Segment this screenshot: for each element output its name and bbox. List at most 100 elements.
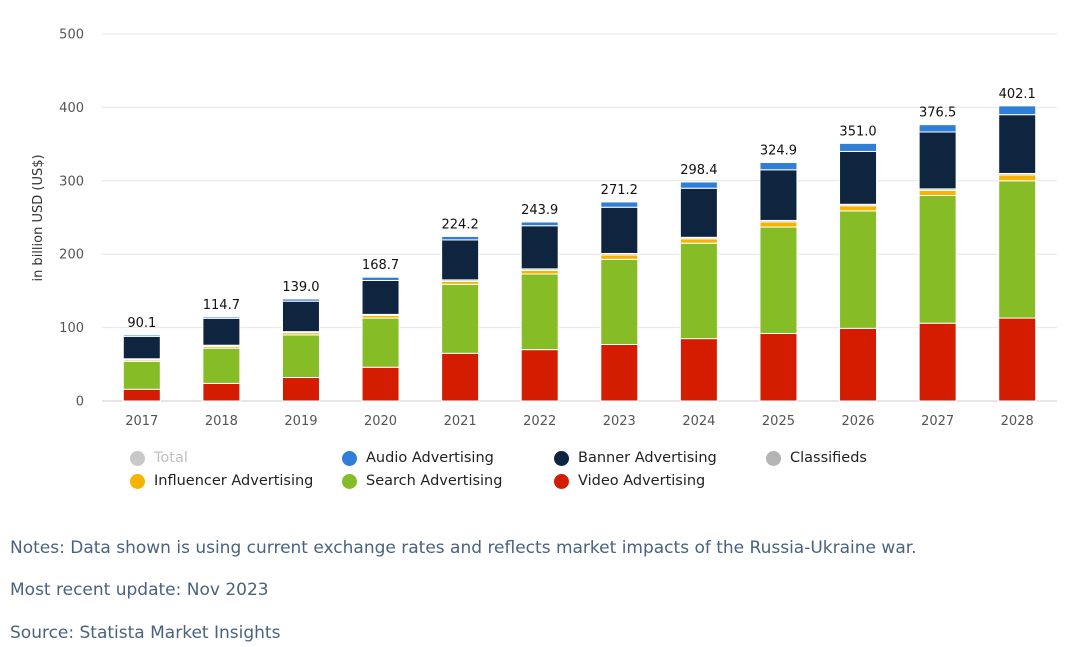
bar-segment-banner-advertising[interactable]	[600, 206, 639, 254]
bar-segment-banner-advertising[interactable]	[281, 300, 320, 333]
bar-segment-search-advertising[interactable]	[918, 194, 957, 324]
bar-segment-search-advertising[interactable]	[600, 258, 639, 345]
total-data-label: 243.9	[521, 203, 558, 218]
bar-segment-video-advertising[interactable]	[361, 366, 400, 402]
bar-segment-video-advertising[interactable]	[281, 377, 320, 402]
bar-segment-banner-advertising[interactable]	[918, 131, 957, 190]
bar-segment-video-advertising[interactable]	[998, 317, 1037, 402]
bar-segment-audio-advertising[interactable]	[122, 334, 161, 337]
bar-segment-banner-advertising[interactable]	[361, 279, 400, 315]
bar-segment-search-advertising[interactable]	[759, 226, 798, 334]
bar-segment-audio-advertising[interactable]	[520, 221, 559, 227]
legend-item-classifieds[interactable]: Classifieds	[766, 450, 867, 466]
x-tick-label: 2026	[841, 414, 874, 429]
x-tick-label: 2021	[444, 414, 477, 429]
y-tick-label: 0	[76, 395, 84, 410]
bar-segment-influencer-advertising[interactable]	[520, 269, 559, 275]
bar-segment-audio-advertising[interactable]	[600, 201, 639, 208]
legend-item-search-advertising[interactable]: Search Advertising	[342, 473, 502, 489]
bar-segment-search-advertising[interactable]	[520, 273, 559, 351]
legend-label: Video Advertising	[578, 473, 706, 489]
total-data-label: 376.5	[919, 106, 956, 121]
legend-item-influencer-advertising[interactable]: Influencer Advertising	[130, 473, 313, 489]
bar-segment-search-advertising[interactable]	[122, 360, 161, 390]
bar-segment-influencer-advertising[interactable]	[679, 238, 718, 244]
y-axis-ticks: 0 100 200 300 400 500	[59, 28, 84, 410]
total-data-label: 224.2	[442, 217, 479, 232]
total-data-label: 402.1	[999, 87, 1036, 102]
legend-item-audio-advertising[interactable]: Audio Advertising	[342, 450, 494, 466]
bar-segment-search-advertising[interactable]	[839, 210, 878, 329]
legend-label: Audio Advertising	[366, 450, 494, 466]
update-text: Most recent update: Nov 2023	[10, 580, 269, 600]
total-labels: 90.1 114.7 139.0 168.7 224.2 243.9 271.2 298.4 3…	[127, 87, 1036, 331]
x-tick-label: 2017	[125, 414, 158, 429]
bar-segment-audio-advertising[interactable]	[679, 181, 718, 189]
legend-label: Classifieds	[790, 450, 867, 466]
bar-segment-video-advertising[interactable]	[679, 338, 718, 402]
chart-legend: Total Audio Advertising Banner Advertising…	[130, 450, 930, 500]
total-data-label: 168.7	[362, 258, 399, 273]
bar-segment-influencer-advertising[interactable]	[918, 189, 957, 196]
legend-marker-icon	[554, 473, 569, 489]
x-tick-label: 2019	[284, 414, 317, 429]
bar-segment-influencer-advertising[interactable]	[759, 221, 798, 228]
bar-segment-search-advertising[interactable]	[679, 242, 718, 340]
bar-segment-video-advertising[interactable]	[759, 332, 798, 402]
bar-segment-video-advertising[interactable]	[839, 327, 878, 402]
legend-label: Search Advertising	[366, 473, 503, 489]
bar-segment-audio-advertising[interactable]	[441, 235, 480, 241]
bar-segment-search-advertising[interactable]	[361, 317, 400, 368]
bar-segment-audio-advertising[interactable]	[202, 316, 241, 319]
bar-segment-video-advertising[interactable]	[918, 322, 957, 402]
total-data-label: 298.4	[680, 163, 717, 178]
bar-segment-banner-advertising[interactable]	[441, 239, 480, 281]
bar-segment-video-advertising[interactable]	[600, 343, 639, 402]
x-tick-label: 2022	[523, 414, 556, 429]
bar-segment-search-advertising[interactable]	[281, 334, 320, 379]
bar-segment-video-advertising[interactable]	[441, 352, 480, 402]
legend-item-total[interactable]: Total	[130, 450, 188, 466]
x-tick-label: 2023	[603, 414, 636, 429]
bar-segment-audio-advertising[interactable]	[759, 162, 798, 171]
bar-segment-banner-advertising[interactable]	[839, 150, 878, 205]
legend-item-video-advertising[interactable]: Video Advertising	[554, 473, 705, 489]
bar-segment-audio-advertising[interactable]	[918, 124, 957, 133]
bar-segment-video-advertising[interactable]	[122, 388, 161, 402]
legend-label: Total	[154, 450, 188, 466]
total-data-label: 351.0	[839, 124, 876, 139]
bar-segment-banner-advertising[interactable]	[122, 335, 161, 360]
legend-marker-icon	[766, 450, 781, 466]
bar-segment-video-advertising[interactable]	[202, 382, 241, 402]
legend-item-banner-advertising[interactable]: Banner Advertising	[554, 450, 717, 466]
gridlines	[102, 33, 1057, 402]
source-text: Source: Statista Market Insights	[10, 623, 281, 643]
bar-segment-video-advertising[interactable]	[520, 349, 559, 402]
bar-segment-banner-advertising[interactable]	[759, 169, 798, 221]
bar-segment-search-advertising[interactable]	[202, 347, 241, 384]
total-data-label: 90.1	[127, 316, 156, 331]
bar-segment-banner-advertising[interactable]	[202, 317, 241, 346]
bar-segment-influencer-advertising[interactable]	[600, 254, 639, 260]
y-tick-label: 400	[59, 101, 84, 116]
bar-segment-audio-advertising[interactable]	[998, 105, 1037, 116]
bar-segment-influencer-advertising[interactable]	[839, 205, 878, 212]
x-tick-label: 2025	[762, 414, 795, 429]
bar-segment-search-advertising[interactable]	[441, 283, 480, 354]
x-tick-label: 2027	[921, 414, 954, 429]
bar-segment-audio-advertising[interactable]	[281, 298, 320, 302]
bar-segment-influencer-advertising[interactable]	[998, 174, 1037, 182]
bar-segment-banner-advertising[interactable]	[679, 187, 718, 238]
bar-segment-audio-advertising[interactable]	[361, 276, 400, 281]
bar-segment-banner-advertising[interactable]	[998, 114, 1037, 174]
y-tick-label: 100	[59, 321, 84, 336]
y-tick-label: 300	[59, 174, 84, 189]
bars	[122, 105, 1037, 402]
bar-segment-banner-advertising[interactable]	[520, 225, 559, 270]
notes-text: Notes: Data shown is using current excha…	[10, 538, 917, 558]
legend-marker-icon	[130, 473, 145, 489]
bar-segment-audio-advertising[interactable]	[839, 142, 878, 152]
legend-marker-icon	[554, 450, 569, 466]
legend-label: Banner Advertising	[578, 450, 717, 466]
bar-segment-search-advertising[interactable]	[998, 180, 1037, 319]
